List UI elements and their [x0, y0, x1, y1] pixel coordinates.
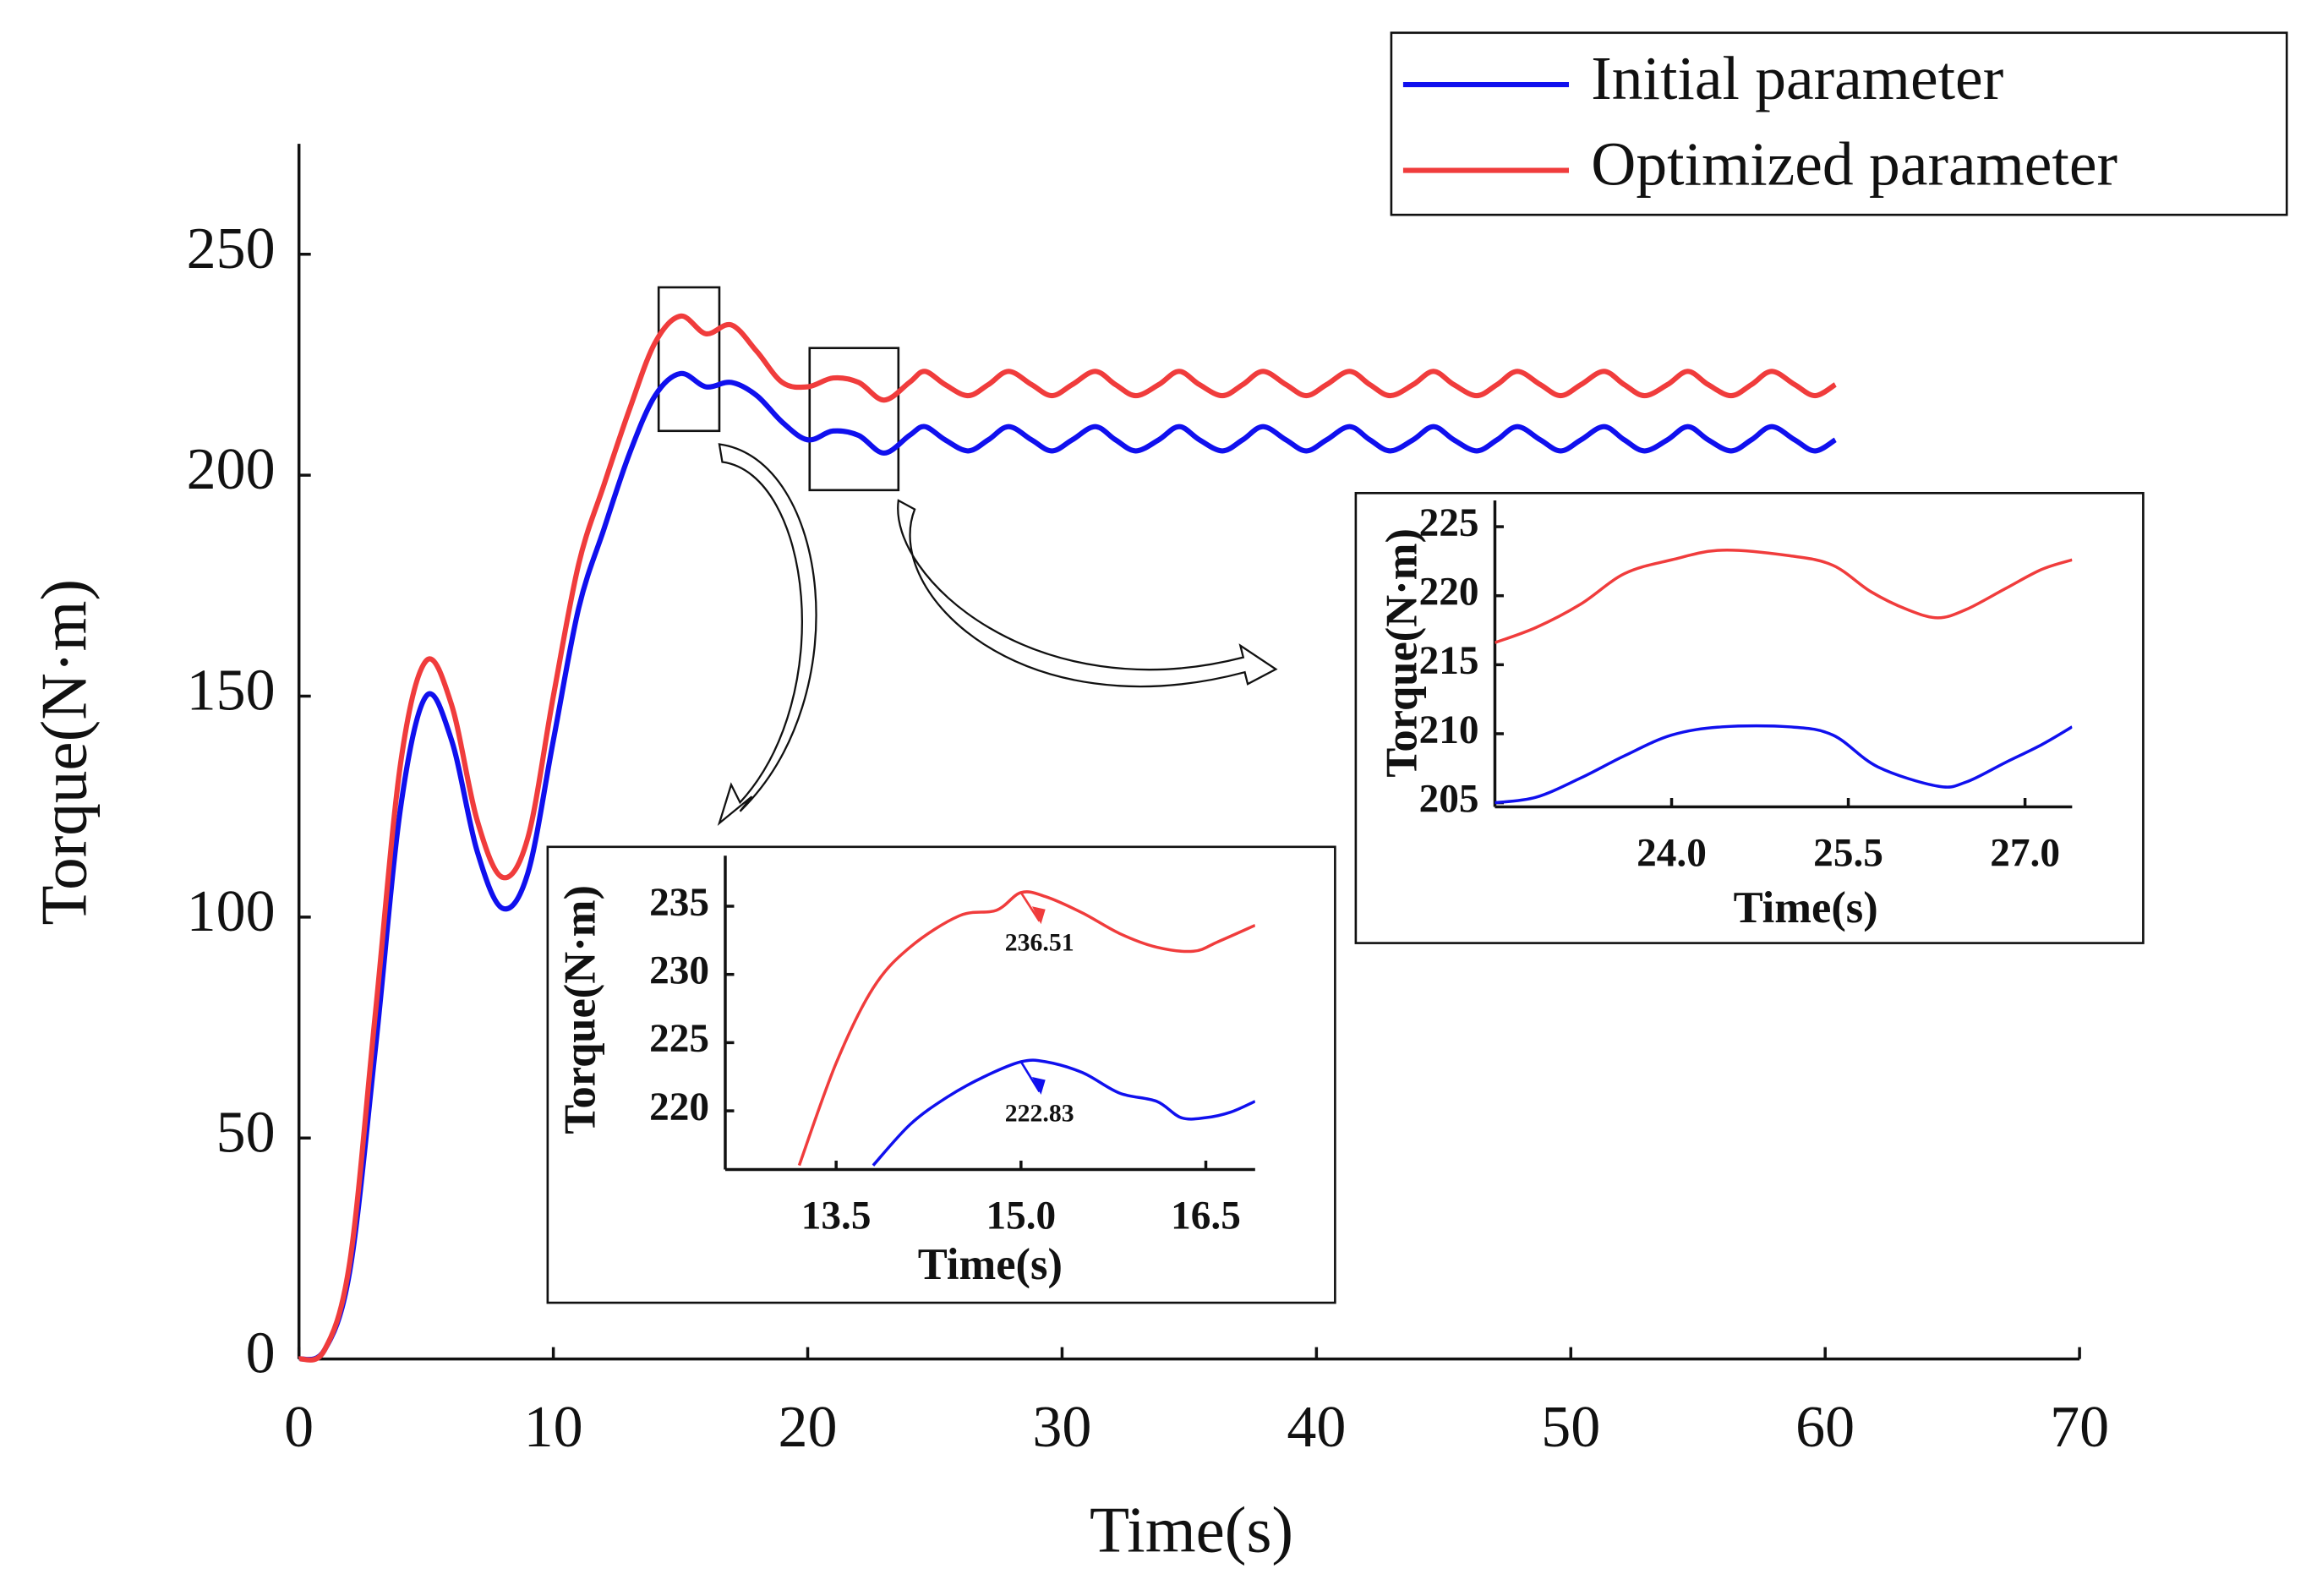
series-line	[872, 1058, 1255, 1167]
legend-label: Optimized parameter	[1591, 128, 2117, 198]
series-line	[1495, 724, 2073, 805]
x-tick-label: 24.0	[1637, 831, 1707, 875]
inset-frame	[546, 845, 1336, 1304]
annotation-arrowhead	[1031, 906, 1046, 925]
y-tick-label: 235	[649, 881, 709, 925]
x-tick-label: 27.0	[1990, 831, 2060, 875]
y-tick-label: 225	[1419, 501, 1479, 545]
x-axis-title: Time(s)	[918, 1240, 1063, 1289]
annotation-arrowhead	[1031, 1076, 1046, 1095]
x-axis-title: Time(s)	[1090, 1493, 1293, 1566]
y-tick-label: 205	[1419, 777, 1479, 821]
zoom-arrows	[717, 443, 1278, 827]
y-tick-label: 215	[1419, 639, 1479, 683]
y-axis-title: Torque(N·m)	[1377, 528, 1426, 778]
y-axis-title: Torque(N·m)	[556, 885, 605, 1134]
x-tick-label: 25.5	[1813, 831, 1883, 875]
zoom-box	[808, 347, 900, 492]
legend-label: Initial parameter	[1591, 43, 2003, 112]
zoom-arrow	[717, 443, 817, 827]
annotation: 236.51	[1005, 929, 1074, 957]
x-tick-label: 10	[524, 1395, 583, 1460]
x-tick-label: 60	[1795, 1395, 1855, 1460]
annotation-arrow	[1019, 1061, 1041, 1093]
zoom-box	[657, 286, 721, 433]
y-tick-label: 0	[246, 1321, 276, 1386]
y-tick-label: 220	[1419, 571, 1479, 615]
annotation: 222.83	[1005, 1099, 1074, 1127]
annotation-arrow	[1019, 892, 1041, 922]
x-tick-label: 40	[1287, 1395, 1346, 1460]
x-tick-label: 20	[779, 1395, 838, 1460]
series-line	[1495, 548, 2073, 644]
zoom-arrow	[897, 499, 1278, 688]
x-axis-title: Time(s)	[1734, 883, 1878, 932]
y-tick-label: 200	[187, 437, 276, 502]
series-line	[298, 370, 1837, 1363]
chart: 0 10 20 30 40 50 60 70 0 50 100 150 200 250 Time(s) Tor…	[28, 31, 2288, 1566]
legend-box	[1390, 31, 2288, 216]
y-axis-title: Torque(N·m)	[28, 579, 101, 926]
inset-frame	[1354, 491, 2145, 944]
x-tick-label: 16.5	[1171, 1194, 1241, 1238]
x-tick-label: 0	[284, 1395, 314, 1460]
series-line	[298, 313, 1837, 1363]
x-tick-label: 30	[1032, 1395, 1091, 1460]
y-tick-label: 150	[187, 659, 276, 724]
y-tick-label: 210	[1419, 708, 1479, 752]
y-tick-label: 250	[187, 216, 276, 281]
x-tick-label: 13.5	[801, 1194, 872, 1238]
y-tick-label: 225	[649, 1017, 709, 1061]
x-tick-label: 50	[1541, 1395, 1600, 1460]
x-tick-label: 15.0	[986, 1194, 1056, 1238]
y-tick-label: 220	[649, 1085, 709, 1129]
chart: 13.5 15.0 16.5 220 225 230 235 Time(s) Torque(N·…	[546, 845, 1336, 1304]
y-tick-label: 100	[187, 879, 276, 944]
chart: 24.0 25.5 27.0 205 210 215 220 225 Time(s) Torque…	[1354, 491, 2145, 944]
zoom-boxes	[657, 286, 900, 492]
y-tick-label: 230	[649, 949, 709, 993]
y-tick-label: 50	[216, 1100, 276, 1165]
x-tick-label: 70	[2050, 1395, 2109, 1460]
charts: 0 10 20 30 40 50 60 70 0 50 100 150 200 250 Time(s) Tor…	[28, 31, 2288, 1566]
